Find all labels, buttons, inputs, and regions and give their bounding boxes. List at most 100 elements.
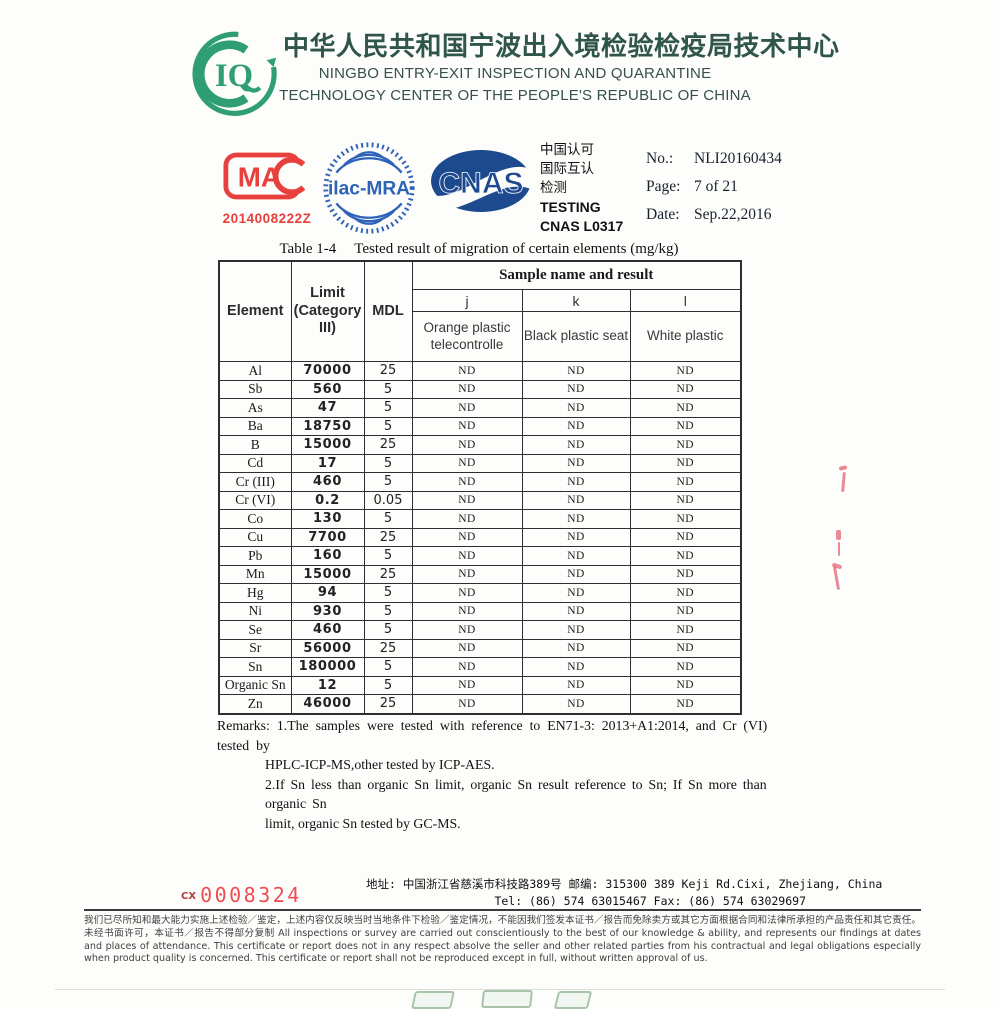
column-header-limit: Limit (Category III) — [290, 260, 365, 362]
report-page-row: Page: 7 of 21 — [646, 178, 782, 196]
table-row: Se 460 5 ND ND ND — [218, 620, 742, 640]
result-cell: ND — [411, 675, 523, 695]
mdl-cell: 5 — [363, 620, 413, 640]
result-cell: ND — [521, 416, 631, 436]
result-cell: ND — [521, 490, 631, 510]
result-cell: ND — [629, 361, 742, 381]
result-cell: ND — [411, 527, 523, 547]
limit-header-line: (Category — [293, 302, 362, 319]
ilac-mra-logo-graphic: ilac-MRA — [323, 142, 415, 234]
result-cell: ND — [629, 601, 742, 621]
result-cell: ND — [521, 453, 631, 473]
result-cell: ND — [411, 361, 523, 381]
table-row: Sb 560 5 ND ND ND — [218, 379, 742, 399]
element-cell: Co — [218, 509, 292, 529]
element-cell: Cd — [218, 453, 292, 473]
result-cell: ND — [521, 398, 631, 418]
mdl-cell: 5 — [363, 657, 413, 677]
element-cell: Al — [218, 361, 292, 381]
accreditation-text: 中国认可 国际互认 检测 TESTING CNAS L0317 — [540, 141, 623, 236]
report-number-row: No.: NLI20160434 — [646, 150, 782, 168]
page-edge-line — [55, 989, 945, 990]
result-cell: ND — [629, 453, 742, 473]
sample-name-j: Orange plastic telecontrolle — [411, 311, 523, 362]
serial-prefix: CX — [181, 891, 197, 902]
remarks-line: Remarks: 1.The samples were tested with … — [217, 718, 768, 753]
mdl-cell: 5 — [363, 583, 413, 603]
result-cell: ND — [629, 546, 742, 566]
table-row: Zn 46000 25 ND ND ND — [218, 694, 742, 714]
stamp-fragment-marks — [830, 465, 860, 606]
result-cell: ND — [629, 620, 742, 640]
result-cell: ND — [629, 527, 742, 547]
sample-header: Sample name and result — [411, 260, 742, 290]
mdl-cell: 5 — [363, 398, 413, 418]
remarks-line: 2.If Sn less than organic Sn limit, orga… — [265, 776, 767, 812]
tel-fax-line: Tel: (86) 574 63015467 Fax: (86) 574 630… — [494, 894, 806, 908]
ciq-logo: IQ — [191, 31, 277, 117]
mdl-cell: 5 — [363, 675, 413, 695]
result-cell: ND — [521, 657, 631, 677]
remarks: Remarks: 1.The samples were tested with … — [217, 716, 792, 833]
sample-name-k: Black plastic seat — [521, 311, 631, 362]
report-page-value: 7 of 21 — [694, 178, 738, 195]
accreditation-line: TESTING — [540, 199, 601, 215]
table-row: Ni 930 5 ND ND ND — [218, 601, 742, 621]
result-cell: ND — [629, 564, 742, 584]
result-cell: ND — [521, 527, 631, 547]
mdl-cell: 0.05 — [363, 490, 413, 510]
element-cell: Hg — [218, 583, 292, 603]
column-header-element: Element — [218, 260, 292, 362]
table-row: Ba 18750 5 ND ND ND — [218, 416, 742, 436]
limit-header-line: Limit — [310, 285, 345, 302]
result-cell: ND — [521, 694, 631, 714]
table-row: Mn 15000 25 ND ND ND — [218, 564, 742, 584]
result-cell: ND — [629, 657, 742, 677]
result-cell: ND — [411, 398, 523, 418]
mdl-cell: 25 — [363, 694, 413, 714]
disclaimer-english: All inspections or survey are carried ou… — [84, 927, 922, 965]
result-cell: ND — [411, 509, 523, 529]
element-cell: Sb — [218, 379, 292, 399]
result-cell: ND — [411, 453, 523, 473]
result-cell: ND — [411, 490, 523, 510]
element-cell: Pb — [218, 546, 292, 566]
table-row: Cd 17 5 ND ND ND — [218, 453, 742, 473]
org-title-chinese: 中华人民共和国宁波出入境检验检疫局技术中心 — [283, 32, 840, 62]
limit-cell: 18750 — [290, 416, 365, 436]
result-cell: ND — [521, 620, 631, 640]
result-cell: ND — [521, 564, 631, 584]
table-row: Hg 94 5 ND ND ND — [218, 583, 742, 603]
result-cell: ND — [629, 694, 742, 714]
report-number-value: NLI20160434 — [694, 150, 782, 167]
report-date-value: Sep.22,2016 — [694, 206, 772, 223]
disclaimer: 我们已尽所知和最大能力实施上述检验／鉴定，上述内容仅反映当时当地条件下检验／鉴定… — [84, 915, 921, 966]
report-info: No.: NLI20160434 Page: 7 of 21 Date: Sep… — [646, 150, 782, 234]
result-cell: ND — [629, 583, 742, 603]
result-cell: ND — [629, 379, 742, 399]
disclaimer-chinese: 我们已尽所知和最大能力实施上述检验／鉴定，上述内容仅反映当时当地条件下检验／鉴定… — [84, 915, 921, 939]
result-cell: ND — [629, 472, 742, 492]
ciq-logo-graphic: IQ — [192, 31, 277, 116]
result-cell: ND — [411, 472, 523, 492]
result-cell: ND — [521, 601, 631, 621]
result-cell: ND — [629, 435, 742, 455]
accreditation-line: 国际互认 — [540, 161, 594, 177]
org-title-english-line2: TECHNOLOGY CENTER OF THE PEOPLE'S REPUBL… — [279, 86, 751, 104]
element-cell: Ba — [218, 416, 292, 436]
result-cell: ND — [521, 472, 631, 492]
element-cell: Sn — [218, 657, 292, 677]
mdl-cell: 5 — [363, 509, 413, 529]
mdl-cell: 5 — [363, 453, 413, 473]
element-cell: Cr (III) — [218, 472, 292, 492]
result-cell: ND — [629, 416, 742, 436]
element-cell: As — [218, 398, 292, 418]
result-cell: ND — [629, 490, 742, 510]
result-cell: ND — [411, 657, 523, 677]
limit-cell: 94 — [290, 583, 365, 603]
result-cell: ND — [629, 675, 742, 695]
element-cell: Cu — [218, 527, 292, 547]
table-caption-text: Tested result of migration of certain el… — [354, 241, 679, 257]
element-cell: Ni — [218, 601, 292, 621]
limit-cell: 47 — [290, 398, 365, 418]
